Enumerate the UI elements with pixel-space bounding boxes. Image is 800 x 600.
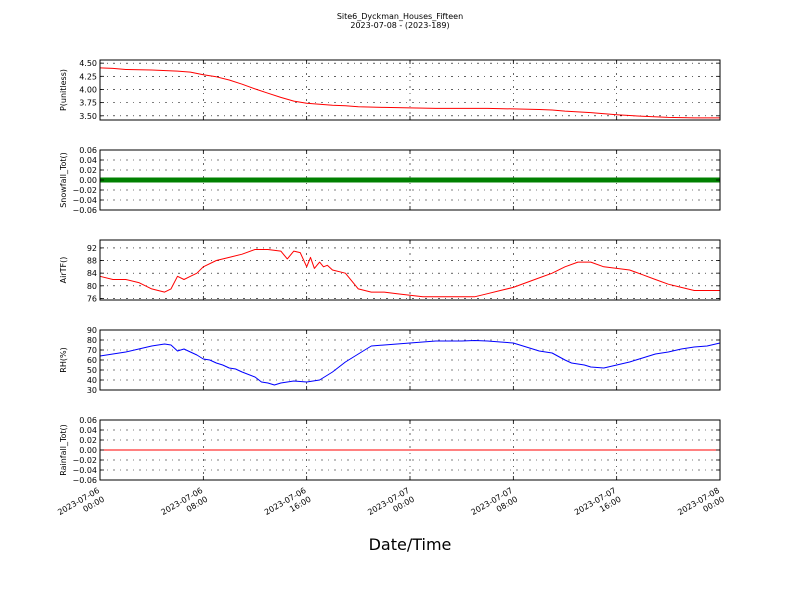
y-tick-label: 80 (87, 336, 97, 345)
chart-subtitle: 2023-07-08 - (2023-189) (350, 21, 449, 30)
series-line-4 (99, 340, 721, 386)
x-tick-label: 2023-07-0616:00 (263, 486, 313, 526)
panel-1: 4.50 4.25 4.00 3.75 3.50 P(unitless) (59, 59, 721, 121)
panel-2: 0.060.040.020.00−0.02−0.04−0.06 Snowfall_… (59, 146, 721, 215)
y-tick-label: 30 (87, 386, 97, 395)
y-tick-label: 0.06 (79, 416, 97, 425)
x-tick-label: 2023-07-0608:00 (160, 486, 210, 526)
y-tick-label: −0.06 (72, 476, 97, 485)
y-axis-label: Rainfall_Tot() (59, 424, 68, 476)
y-tick-label: 0.00 (79, 446, 97, 455)
y-tick-label: −0.04 (72, 196, 97, 205)
y-tick-label: 0.02 (79, 436, 97, 445)
y-tick-label: 0.06 (79, 146, 97, 155)
y-tick-label: 0.04 (79, 426, 97, 435)
y-tick-label: −0.04 (72, 466, 97, 475)
y-tick-label: −0.06 (72, 206, 97, 215)
y-tick-label: 80 (87, 282, 97, 291)
y-tick-label: 76 (87, 294, 97, 303)
y-axis-label: Snowfall_Tot() (59, 152, 68, 208)
panel-3: 92 88 84 80 76 AirTF() (59, 239, 721, 303)
x-tick-labels: 2023-07-0600:00 2023-07-0608:00 2023-07-06… (56, 486, 726, 526)
x-tick-label: 2023-07-0600:00 (56, 486, 106, 526)
y-tick-label: 60 (87, 356, 97, 365)
x-tick-label: 2023-07-0708:00 (470, 486, 520, 526)
series-line-3 (99, 249, 720, 298)
y-axis-label: AirTF() (59, 257, 68, 284)
panel-5: 0.060.040.020.00−0.02−0.04−0.06 Rainfall_… (59, 416, 721, 485)
panels: 4.504.254.003.753.50P(unitless)0.060.040… (59, 59, 721, 485)
y-tick-label: 3.75 (79, 99, 97, 108)
y-tick-label: 0.04 (79, 156, 97, 165)
x-tick-label: 2023-07-0800:00 (676, 486, 726, 526)
y-tick-label: 50 (87, 366, 97, 375)
y-tick-label: 3.50 (79, 112, 97, 121)
y-tick-label: 90 (87, 326, 97, 335)
y-tick-label: 40 (87, 376, 97, 385)
x-tick-label: 2023-07-0716:00 (573, 486, 623, 526)
y-tick-label: 4.25 (79, 72, 97, 81)
x-axis-label: Date/Time (369, 535, 452, 554)
y-tick-label: 88 (87, 257, 97, 266)
y-tick-label: 0.02 (79, 166, 97, 175)
y-tick-label: 4.50 (79, 59, 97, 68)
x-tick-label: 2023-07-0700:00 (366, 486, 416, 526)
y-tick-label: −0.02 (72, 186, 97, 195)
y-tick-label: 70 (87, 346, 97, 355)
chart-title: Site6_Dyckman_Houses_Fifteen (337, 12, 463, 21)
y-tick-label: 84 (87, 269, 97, 278)
y-tick-label: 4.00 (79, 85, 97, 94)
panel-frame (99, 59, 721, 121)
y-tick-label: 92 (87, 244, 97, 253)
y-axis-label: RH(%) (59, 347, 68, 372)
series-line-1 (99, 67, 720, 119)
y-tick-label: 0.00 (79, 176, 97, 185)
y-tick-label: −0.02 (72, 456, 97, 465)
y-axis-label: P(unitless) (59, 69, 68, 111)
